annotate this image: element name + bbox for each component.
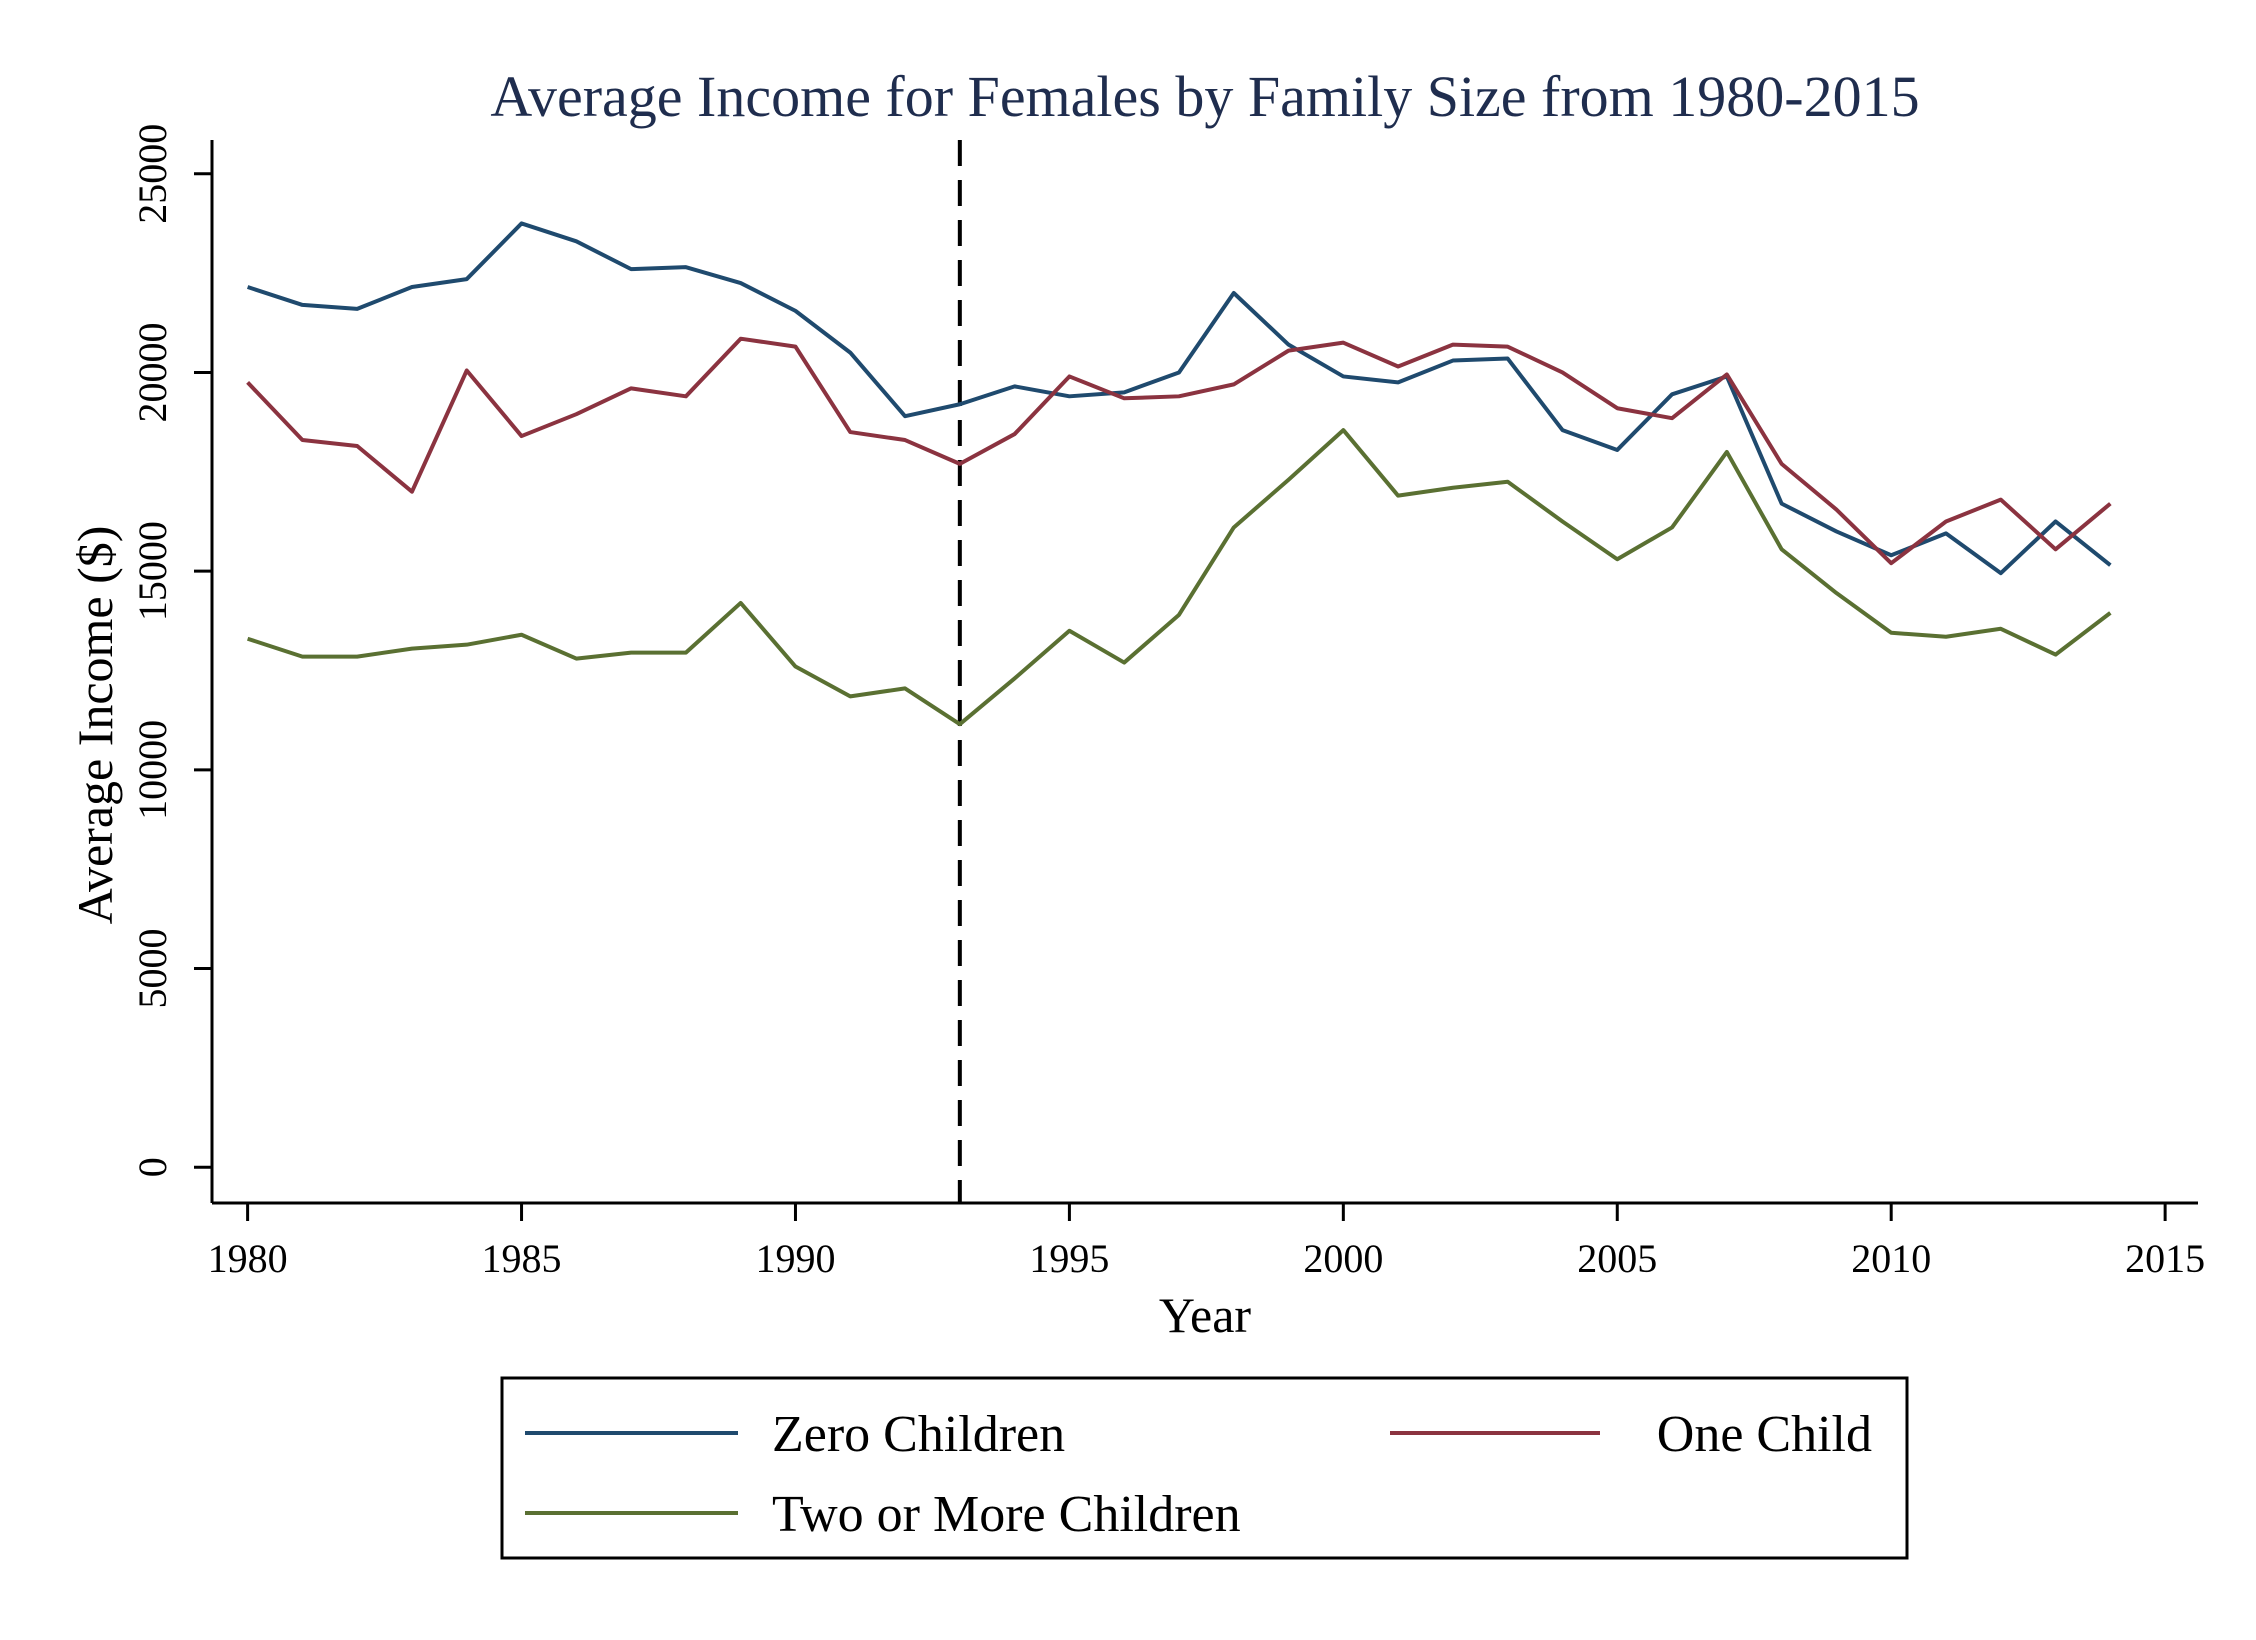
x-tick-label: 2005 <box>1577 1236 1657 1281</box>
x-tick-label: 1985 <box>482 1236 562 1281</box>
series-lines <box>246 221 2112 727</box>
y-tick-label: 5000 <box>130 929 175 1009</box>
x-axis-ticks: 1980 1985 1990 1995 2000 2005 2010 2015 <box>208 1203 2205 1281</box>
series-line-zero-children <box>246 221 2112 576</box>
series-line-two-or-more-children <box>246 428 2112 727</box>
legend: Zero Children One Child Two or More Childr… <box>500 1376 1909 1560</box>
y-tick-label: 20000 <box>130 322 175 422</box>
x-tick-label: 1995 <box>1029 1236 1109 1281</box>
x-tick-label: 2010 <box>1851 1236 1931 1281</box>
x-tick-label: 1990 <box>755 1236 835 1281</box>
chart-title: Average Income for Females by Family Siz… <box>490 64 1919 129</box>
x-tick-label: 1980 <box>208 1236 288 1281</box>
legend-label-one-child: One Child <box>1657 1406 1872 1463</box>
y-tick-label: 10000 <box>130 720 175 820</box>
legend-box <box>500 1376 1909 1560</box>
x-tick-label: 2015 <box>2125 1236 2205 1281</box>
y-axis-title: Average Income ($) <box>67 526 123 925</box>
legend-label-zero-children: Zero Children <box>772 1406 1065 1463</box>
x-axis-title: Year <box>1159 1287 1251 1343</box>
legend-label-two-or-more-children: Two or More Children <box>772 1486 1241 1543</box>
y-tick-label: 25000 <box>130 124 175 224</box>
y-tick-label: 0 <box>130 1157 175 1177</box>
y-tick-label: 15000 <box>130 521 175 621</box>
y-axis-ticks: 0 5000 10000 15000 20000 25000 <box>130 124 212 1177</box>
series-line-one-child <box>246 336 2112 566</box>
x-tick-label: 2000 <box>1303 1236 1383 1281</box>
